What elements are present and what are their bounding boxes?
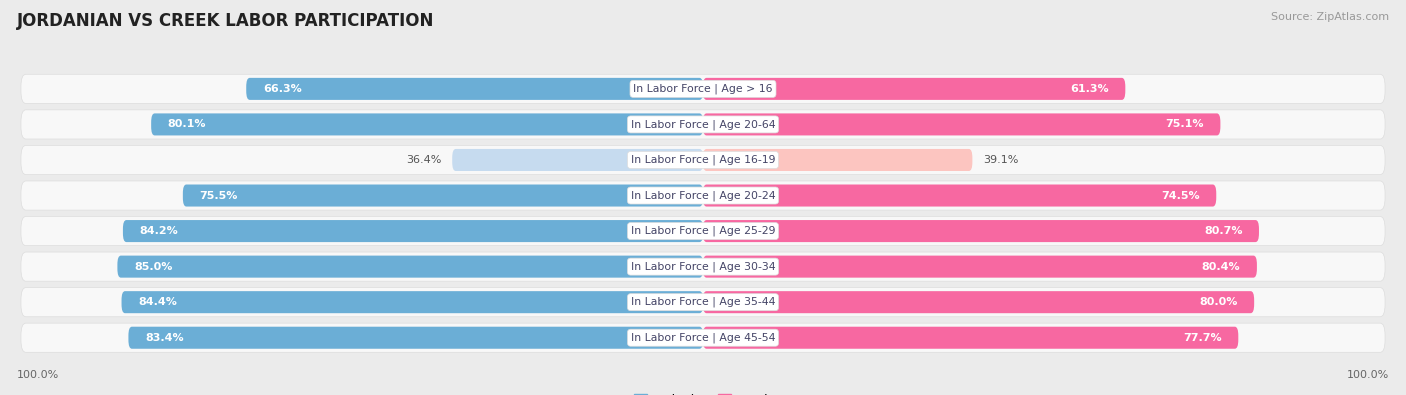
Text: JORDANIAN VS CREEK LABOR PARTICIPATION: JORDANIAN VS CREEK LABOR PARTICIPATION (17, 12, 434, 30)
Text: 74.5%: 74.5% (1161, 190, 1199, 201)
Text: 84.2%: 84.2% (139, 226, 179, 236)
Text: 77.7%: 77.7% (1182, 333, 1222, 343)
Text: 61.3%: 61.3% (1070, 84, 1109, 94)
Text: Source: ZipAtlas.com: Source: ZipAtlas.com (1271, 12, 1389, 22)
FancyBboxPatch shape (703, 149, 973, 171)
FancyBboxPatch shape (183, 184, 703, 207)
FancyBboxPatch shape (703, 256, 1257, 278)
Text: 75.5%: 75.5% (200, 190, 238, 201)
Text: In Labor Force | Age 45-54: In Labor Force | Age 45-54 (631, 333, 775, 343)
FancyBboxPatch shape (118, 256, 703, 278)
Text: 85.0%: 85.0% (134, 261, 173, 272)
FancyBboxPatch shape (21, 74, 1385, 103)
Text: 75.1%: 75.1% (1166, 119, 1204, 130)
Text: In Labor Force | Age 20-24: In Labor Force | Age 20-24 (631, 190, 775, 201)
FancyBboxPatch shape (703, 291, 1254, 313)
Text: 83.4%: 83.4% (145, 333, 184, 343)
FancyBboxPatch shape (121, 291, 703, 313)
FancyBboxPatch shape (703, 113, 1220, 135)
FancyBboxPatch shape (703, 78, 1125, 100)
FancyBboxPatch shape (453, 149, 703, 171)
FancyBboxPatch shape (128, 327, 703, 349)
FancyBboxPatch shape (122, 220, 703, 242)
Text: 66.3%: 66.3% (263, 84, 301, 94)
Text: 80.0%: 80.0% (1199, 297, 1237, 307)
FancyBboxPatch shape (21, 288, 1385, 317)
Text: In Labor Force | Age 30-34: In Labor Force | Age 30-34 (631, 261, 775, 272)
FancyBboxPatch shape (21, 145, 1385, 175)
Text: In Labor Force | Age 16-19: In Labor Force | Age 16-19 (631, 155, 775, 165)
FancyBboxPatch shape (21, 323, 1385, 352)
FancyBboxPatch shape (703, 327, 1239, 349)
Legend: Jordanian, Creek: Jordanian, Creek (628, 389, 778, 395)
Text: 39.1%: 39.1% (983, 155, 1019, 165)
FancyBboxPatch shape (21, 181, 1385, 210)
FancyBboxPatch shape (21, 216, 1385, 246)
Text: 100.0%: 100.0% (17, 370, 59, 380)
Text: In Labor Force | Age 20-64: In Labor Force | Age 20-64 (631, 119, 775, 130)
Text: 80.1%: 80.1% (167, 119, 207, 130)
Text: In Labor Force | Age > 16: In Labor Force | Age > 16 (633, 84, 773, 94)
Text: 84.4%: 84.4% (138, 297, 177, 307)
FancyBboxPatch shape (152, 113, 703, 135)
Text: 80.7%: 80.7% (1204, 226, 1243, 236)
FancyBboxPatch shape (703, 220, 1258, 242)
FancyBboxPatch shape (21, 252, 1385, 281)
FancyBboxPatch shape (703, 184, 1216, 207)
FancyBboxPatch shape (21, 110, 1385, 139)
Text: 100.0%: 100.0% (1347, 370, 1389, 380)
Text: 36.4%: 36.4% (406, 155, 441, 165)
FancyBboxPatch shape (246, 78, 703, 100)
Text: In Labor Force | Age 35-44: In Labor Force | Age 35-44 (631, 297, 775, 307)
Text: 80.4%: 80.4% (1202, 261, 1240, 272)
Text: In Labor Force | Age 25-29: In Labor Force | Age 25-29 (631, 226, 775, 236)
